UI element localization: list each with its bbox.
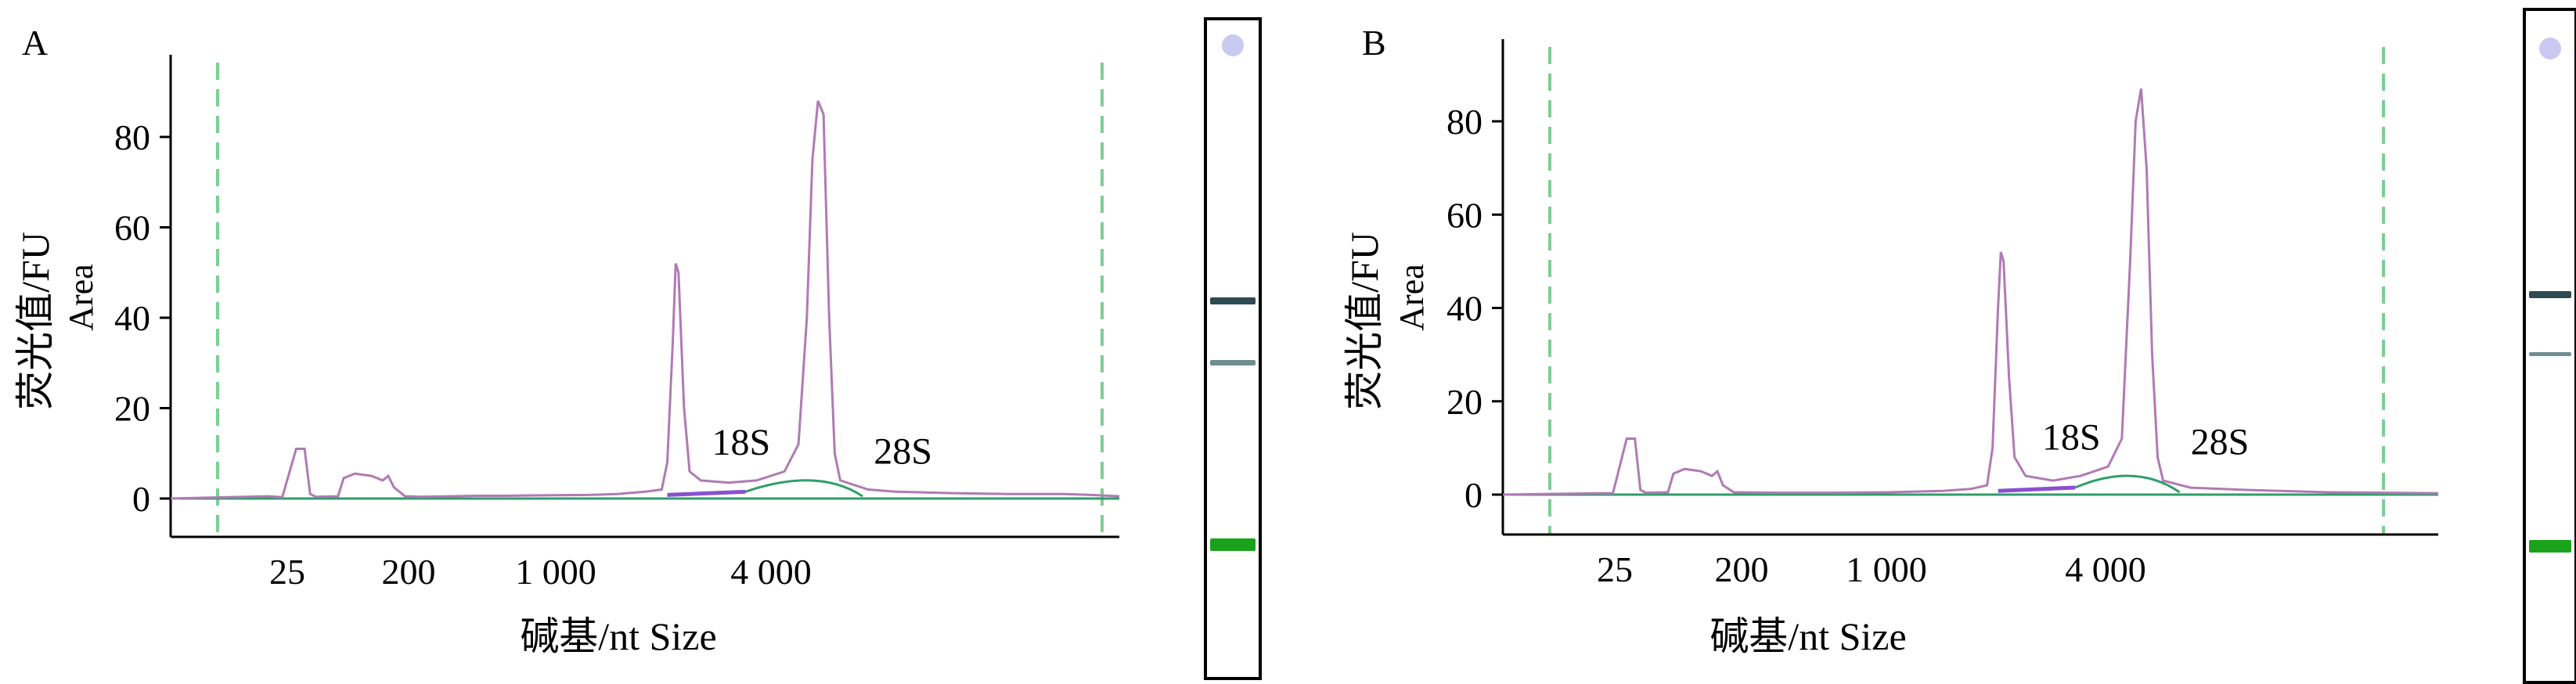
- y-tick-label: 0: [132, 479, 150, 519]
- y-tick-label: 80: [1447, 102, 1483, 142]
- gel-well: [2539, 38, 2561, 59]
- y-tick-label: 80: [114, 117, 150, 157]
- gel-band: [1210, 538, 1256, 551]
- x-tick-label: 25: [269, 552, 305, 592]
- x-tick-label: 4 000: [2065, 549, 2146, 589]
- panel-a: A 0 20 40 60 80 25 200 1 000 4 000 碱基/nt Size 荧光值/F…: [13, 17, 1262, 680]
- y-tick-label: 0: [1465, 475, 1483, 515]
- electropherogram-trace: [170, 100, 1120, 500]
- peak-annotation: 18S: [712, 422, 771, 463]
- x-axis-title: 碱基/nt Size: [1710, 614, 1906, 658]
- y-tick-label: 40: [1447, 289, 1483, 329]
- electropherogram-trace: [1502, 88, 2439, 496]
- x-tick-label: 25: [1597, 549, 1633, 589]
- y-axis-title: 荧光值/FU: [1342, 232, 1386, 410]
- x-tick-label: 1 000: [515, 552, 596, 592]
- peak-annotation: 28S: [2191, 421, 2250, 463]
- gel-band: [1210, 297, 1256, 304]
- y-axis-subtitle: Area: [62, 264, 100, 331]
- gel-band: [2529, 540, 2571, 553]
- y-axis-subtitle: Area: [1392, 264, 1431, 331]
- gel-lane-frame: [1204, 17, 1262, 680]
- x-tick-label: 200: [1715, 549, 1769, 589]
- x-tick-label: 1 000: [1846, 549, 1927, 589]
- gel-band: [2529, 291, 2571, 298]
- y-tick-label: 60: [114, 208, 150, 248]
- gel-band: [2529, 352, 2571, 356]
- panel-label: A: [22, 23, 48, 63]
- peak-region-18s: [1998, 485, 2076, 493]
- y-tick-label: 60: [1447, 195, 1483, 235]
- peak-region-18s: [667, 489, 746, 497]
- x-tick-label: 200: [382, 552, 436, 592]
- y-axis-title: 荧光值/FU: [13, 232, 57, 410]
- gel-well: [1222, 34, 1244, 56]
- panel-b: B 0 20 40 60 80 25 200 1 000 4 000 碱基/nt Size 荧光值/F…: [1342, 8, 2576, 684]
- gel-lane-frame: [2523, 8, 2576, 684]
- x-tick-label: 4 000: [730, 552, 812, 592]
- peak-region-28s: [744, 479, 863, 498]
- y-tick-label: 20: [114, 389, 150, 429]
- peak-annotation: 18S: [2042, 416, 2101, 458]
- peak-region-28s: [2074, 474, 2181, 494]
- gel-band: [1210, 360, 1256, 365]
- y-tick-label: 40: [114, 298, 150, 338]
- y-tick-label: 20: [1447, 382, 1483, 422]
- panel-label: B: [1362, 23, 1386, 63]
- x-axis-title: 碱基/nt Size: [520, 614, 716, 658]
- peak-annotation: 28S: [874, 430, 932, 472]
